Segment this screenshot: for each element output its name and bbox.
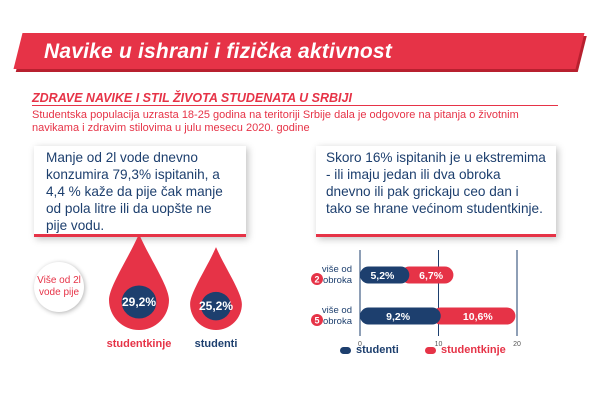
- bar-value-label: 9,2%: [386, 311, 411, 323]
- drop-category-studentkinje: studentkinje: [106, 338, 172, 350]
- bar-studentkinje: [400, 266, 454, 284]
- card-accent-bar: [34, 234, 246, 237]
- bar-studenti: [360, 266, 410, 284]
- category-label: više od: [322, 305, 352, 316]
- page-title: Navike u ishrani i fizička aktivnost: [44, 40, 392, 63]
- water-card: Manje od 2l vode dnevno konzumira 79,3% …: [34, 146, 246, 237]
- category-number: 5: [314, 316, 319, 326]
- bar-value-label: 6,7%: [419, 270, 444, 282]
- drop-value-label: 29,2%: [122, 295, 156, 309]
- drop-category-studenti: studenti: [194, 338, 238, 350]
- drop-value-disc: [121, 285, 157, 319]
- category-label: više od: [322, 264, 352, 275]
- legend-swatch: [425, 346, 436, 354]
- category-label: obroka: [323, 316, 353, 327]
- legend-studenti: studenti: [340, 344, 399, 356]
- legend-label: studenti: [356, 344, 399, 356]
- section-subtitle: ZDRAVE NAVIKE I STIL ŽIVOTA STUDENATA U …: [32, 91, 352, 105]
- x-tick-label: 10: [435, 341, 443, 348]
- drop-value-label: 25,2%: [199, 299, 233, 313]
- bar-studentkinje: [432, 307, 516, 325]
- bar-value-label: 10,6%: [463, 311, 493, 323]
- x-tick-label: 20: [513, 341, 521, 348]
- water-badge-label: Više od 2l vode pije: [37, 275, 81, 298]
- legend-swatch: [340, 346, 351, 354]
- intro-text: Studentska populacija uzrasta 18-25 godi…: [32, 109, 519, 134]
- subtitle-underline: [32, 105, 558, 106]
- water-badge: Više od 2l vode pije: [34, 262, 84, 312]
- bar-value-label: 5,2%: [370, 270, 395, 282]
- water-text: Manje od 2l vode dnevno konzumira 79,3% …: [46, 150, 223, 233]
- meals-text: Skoro 16% ispitanih je u ekstremima - il…: [326, 150, 546, 216]
- x-tick-label: 0: [358, 341, 362, 348]
- category-label: obroka: [323, 275, 353, 286]
- category-number-circle: [311, 314, 323, 326]
- card-accent-bar: [316, 234, 556, 237]
- drop-value-disc: [200, 291, 232, 321]
- meals-card: Skoro 16% ispitanih je u ekstremima - il…: [316, 146, 556, 237]
- legend-label: studentkinje: [441, 344, 506, 356]
- bar-studenti: [360, 307, 441, 325]
- legend-studentkinje: studentkinje: [425, 344, 506, 356]
- category-number: 2: [314, 275, 319, 285]
- category-number-circle: [311, 273, 323, 285]
